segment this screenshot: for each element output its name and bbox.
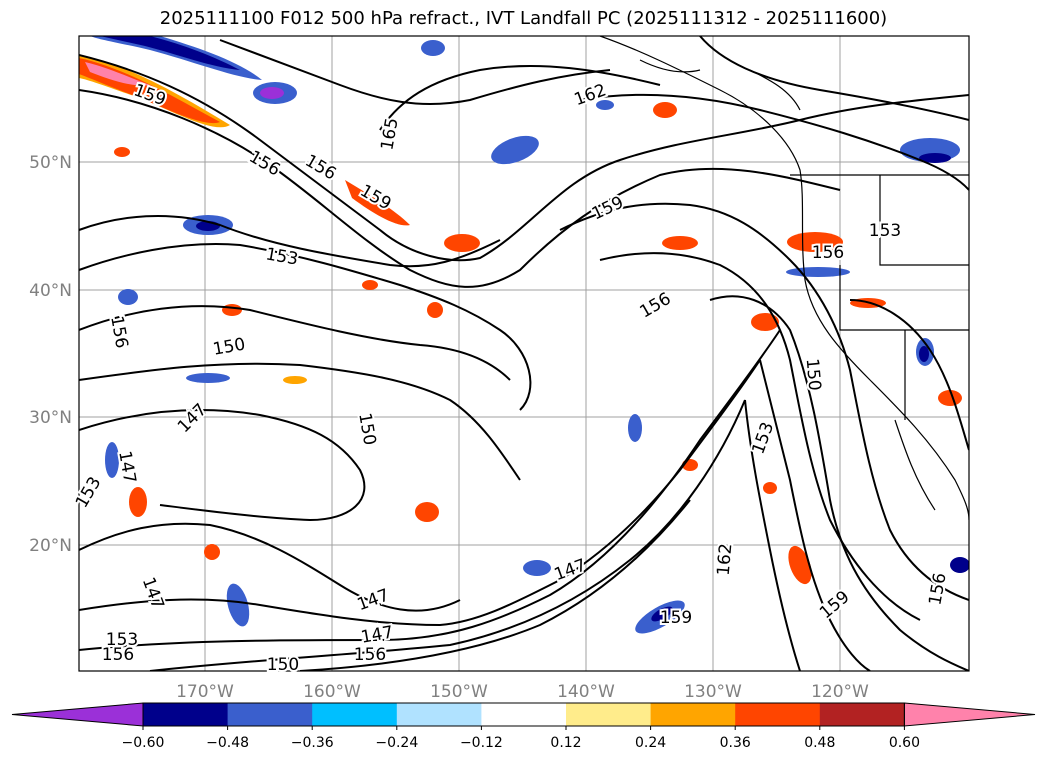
colorbar-tick-label: 0.36 (720, 735, 751, 751)
negative-anomaly (919, 153, 951, 163)
map-title: 2025111100 F012 500 hPa refract., IVT La… (159, 8, 888, 29)
positive-anomaly (444, 234, 480, 252)
contour-label: 156 (102, 645, 134, 665)
latitude-axis: 50°N 40°N 30°N 20°N (29, 153, 72, 556)
positive-anomaly (653, 102, 677, 118)
colorbar-outline (142, 702, 905, 727)
contour-label: 153 (106, 630, 138, 650)
negative-anomaly (226, 583, 250, 627)
latitude-label: 30°N (29, 408, 72, 428)
colorbar-segment (481, 703, 567, 726)
positive-anomaly (85, 62, 150, 86)
latitude-label: 40°N (29, 281, 72, 301)
colorbar-tick-label: 0.48 (804, 735, 835, 751)
negative-anomaly (919, 346, 929, 362)
contour-lines (79, 36, 969, 671)
colorbar-segment (143, 703, 229, 726)
latitude-label: 50°N (29, 153, 72, 173)
negative-anomaly (628, 414, 642, 442)
colorbar: −0.60 −0.48 −0.36 −0.24 −0.12 0.12 0.24 0.36 0.4… (11, 702, 1036, 751)
negative-anomaly (523, 560, 551, 576)
longitude-label: 170°W (176, 682, 234, 702)
positive-anomaly (222, 304, 242, 316)
longitude-axis: 170°W 160°W 150°W 140°W 130°W 120°W (176, 682, 869, 702)
colorbar-tick-label: 0.12 (550, 735, 581, 751)
negative-anomaly (421, 40, 445, 56)
negative-anomaly (651, 606, 673, 622)
colorbar-segment (227, 703, 313, 726)
negative-anomaly (491, 135, 539, 165)
colorbar-segment (566, 703, 652, 726)
latitude-label: 20°N (29, 536, 72, 556)
positive-anomaly (787, 232, 843, 252)
longitude-label: 150°W (430, 682, 488, 702)
colorbar-tick-label: −0.60 (122, 735, 165, 751)
longitude-label: 140°W (557, 682, 615, 702)
positive-anomaly (938, 390, 962, 406)
negative-anomaly (100, 36, 240, 70)
colorbar-extend-max (903, 702, 1036, 727)
contour-label: 153 (869, 221, 901, 241)
colorbar-segment (312, 703, 398, 726)
negative-anomaly (90, 36, 262, 80)
colorbar-tick-label: 0.24 (635, 735, 666, 751)
contour-label: 159 (660, 608, 692, 628)
negative-anomaly (596, 100, 614, 110)
negative-anomaly (105, 442, 119, 478)
longitude-label: 160°W (303, 682, 361, 702)
positive-anomaly (662, 236, 698, 250)
positive-anomaly (763, 482, 777, 494)
contour-label: 162 (714, 543, 737, 577)
colorbar-tick-label: −0.12 (460, 735, 503, 751)
contour-label: 156 (812, 243, 844, 263)
longitude-label: 130°W (684, 682, 742, 702)
negative-anomaly (118, 289, 138, 305)
coastlines (599, 36, 969, 521)
positive-anomaly (129, 487, 147, 517)
positive-anomaly (114, 147, 130, 157)
gridlines (79, 36, 969, 671)
positive-anomaly (345, 180, 410, 226)
colorbar-segment (819, 703, 905, 726)
contour-label: 156 (354, 645, 386, 665)
colorbar-segment (735, 703, 821, 726)
colorbar-extend-min (11, 702, 144, 727)
positive-anomaly (283, 376, 307, 384)
colorbar-tick-label: −0.24 (375, 735, 418, 751)
positive-anomaly (204, 544, 220, 560)
positive-anomaly (362, 280, 378, 290)
colorbar-tick-label: 0.60 (889, 735, 920, 751)
colorbar-tick-label: −0.36 (291, 735, 334, 751)
positive-anomaly (427, 302, 443, 318)
colorbar-segment (396, 703, 482, 726)
negative-anomaly (950, 557, 969, 573)
colorbar-segment (650, 703, 736, 726)
longitude-label: 120°W (811, 682, 869, 702)
negative-anomaly (186, 373, 230, 383)
contour-label: 150 (267, 655, 299, 675)
refractivity-shading (79, 36, 969, 634)
contour-label: 150 (802, 358, 825, 392)
map-frame (78, 35, 970, 672)
negative-anomaly (260, 87, 284, 99)
positive-anomaly (751, 313, 779, 331)
positive-anomaly (415, 502, 439, 522)
colorbar-tick-label: −0.48 (206, 735, 249, 751)
